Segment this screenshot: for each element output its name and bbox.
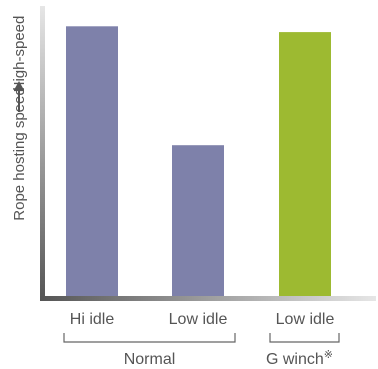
group-brackets-layer: Normal G winch※ (63, 333, 340, 368)
x-labels-layer: Hi idle Low idle Low idle (70, 311, 335, 328)
y-axis-title-group: Rope hosting speed (11, 87, 28, 220)
x-tick-label-0: Hi idle (70, 311, 115, 328)
x-axis-line (40, 296, 376, 301)
group-label-0: Normal (124, 351, 176, 368)
group-bracket-1 (269, 333, 340, 343)
x-tick-label-1: Low idle (169, 311, 228, 328)
y-axis-title: Rope hosting speed (11, 87, 28, 220)
bar-1 (172, 145, 224, 296)
group-label-text-1: G winch (266, 351, 324, 368)
bar-0 (66, 26, 118, 297)
y-axis-arrow (14, 81, 24, 112)
bars-layer (66, 26, 331, 297)
group-bracket-0 (63, 333, 236, 343)
y-axis-line (40, 6, 45, 301)
x-tick-label-2: Low idle (276, 311, 335, 328)
group-label-1: G winch※ (266, 349, 333, 368)
y-axis-high-label-group: High-speed (11, 16, 28, 93)
y-axis-high-label: High-speed (11, 16, 28, 93)
group-note-mark-1: ※ (324, 349, 333, 361)
bar-2 (279, 32, 331, 296)
group-label-text-0: Normal (124, 351, 176, 368)
y-axis-arrow-head (14, 81, 24, 90)
